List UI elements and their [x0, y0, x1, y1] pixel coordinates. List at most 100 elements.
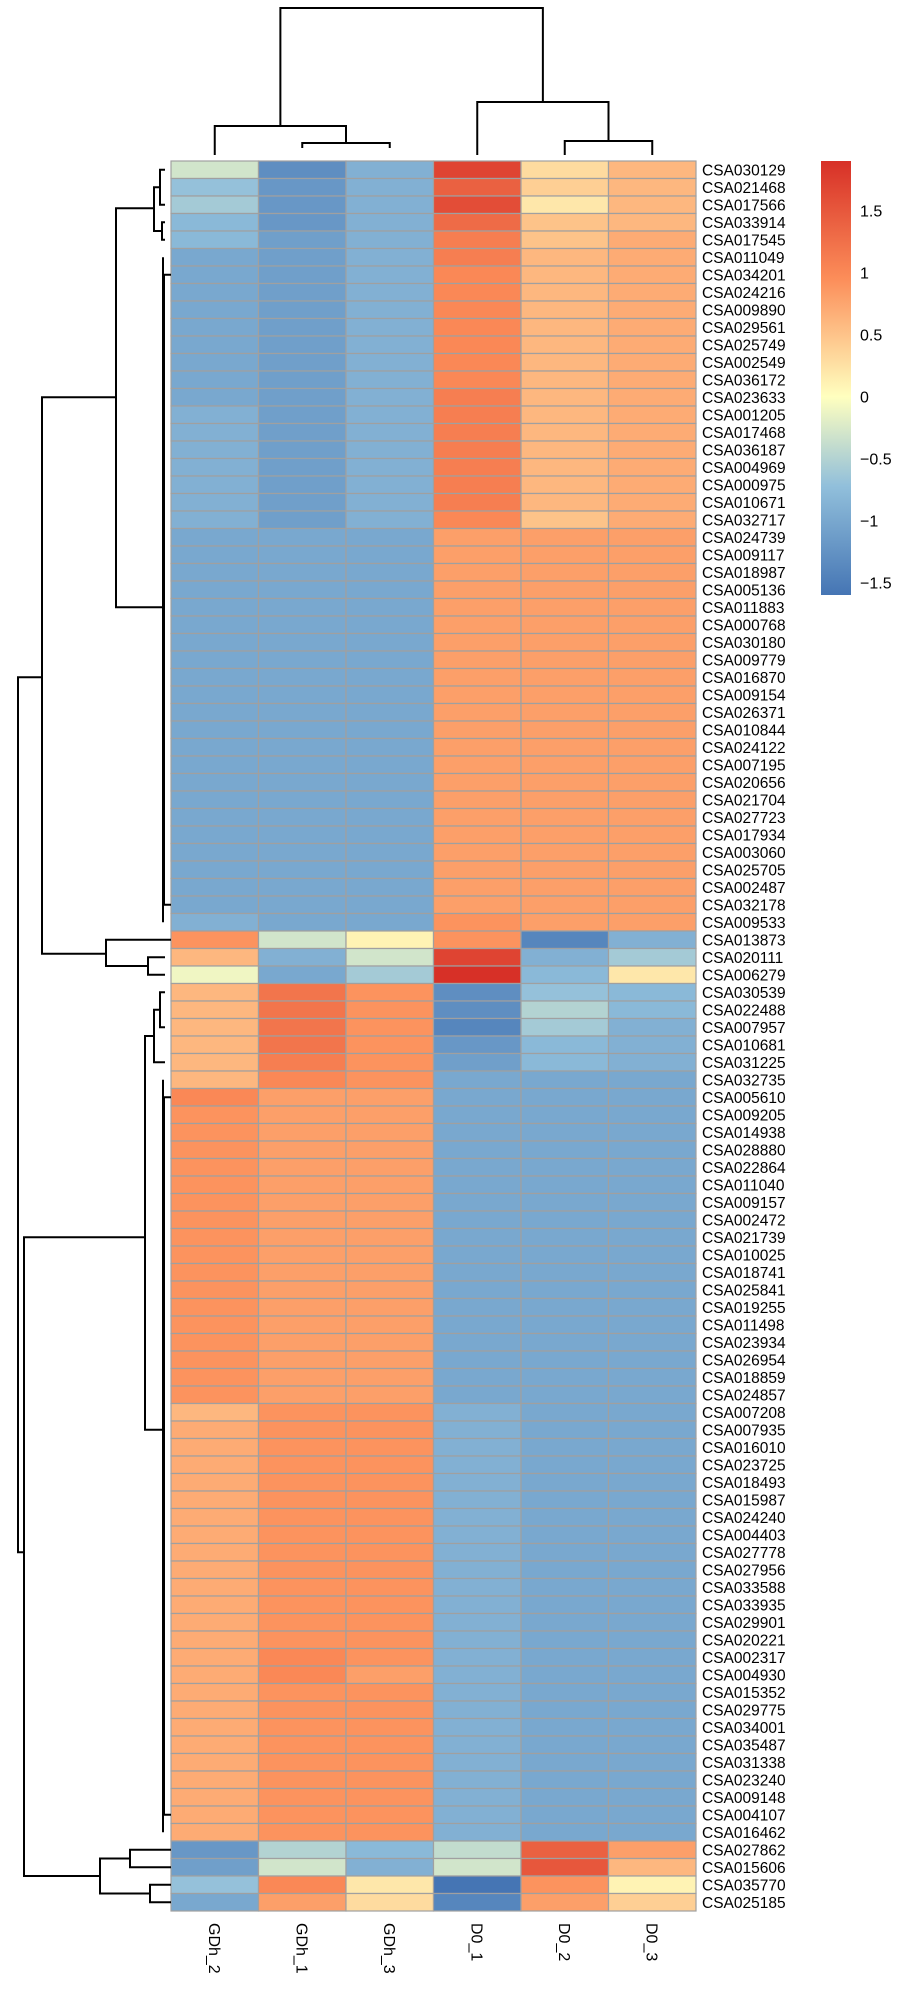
heatmap-cell — [170, 912, 260, 932]
heatmap-cell — [432, 440, 522, 460]
heatmap-cell — [432, 1070, 522, 1090]
heatmap-cell — [432, 1472, 522, 1492]
heatmap-cell — [170, 370, 260, 390]
heatmap-cell — [170, 300, 260, 320]
row-label: CSA020221 — [702, 1632, 786, 1649]
heatmap-cell — [520, 1752, 610, 1772]
heatmap-cell — [432, 1000, 522, 1020]
heatmap-cell — [520, 1385, 610, 1405]
heatmap-cell — [345, 545, 435, 565]
heatmap-cell — [345, 1542, 435, 1562]
heatmap-cell — [432, 720, 522, 740]
heatmap-cell — [345, 1525, 435, 1545]
heatmap-cell — [257, 912, 347, 932]
heatmap-cell — [345, 1385, 435, 1405]
heatmap-cell — [257, 1717, 347, 1737]
heatmap-cell — [607, 947, 697, 967]
heatmap-cell — [170, 597, 260, 617]
heatmap-cell — [170, 947, 260, 967]
heatmap-cell — [345, 1122, 435, 1142]
heatmap-cell — [257, 1875, 347, 1895]
heatmap-cell — [345, 1350, 435, 1370]
heatmap-cell — [345, 405, 435, 425]
heatmap-cell — [170, 1017, 260, 1037]
heatmap-cell — [345, 1105, 435, 1125]
heatmap-cell — [257, 1122, 347, 1142]
heatmap-cell — [520, 807, 610, 827]
heatmap-cell — [257, 1262, 347, 1282]
row-label: CSA035770 — [702, 1877, 786, 1894]
heatmap-cell — [257, 422, 347, 442]
heatmap-cell — [170, 1192, 260, 1212]
heatmap-cell — [607, 1857, 697, 1877]
heatmap-cell — [257, 177, 347, 197]
heatmap-cell — [170, 1367, 260, 1387]
row-label: CSA030129 — [702, 162, 786, 179]
heatmap-cell — [607, 352, 697, 372]
heatmap-cell — [345, 1875, 435, 1895]
heatmap-cell — [170, 1875, 260, 1895]
heatmap-cell — [607, 527, 697, 547]
heatmap-cell — [257, 965, 347, 985]
dendrogram-branch — [23, 1236, 145, 1877]
heatmap-cell — [170, 1070, 260, 1090]
heatmap-cell — [520, 457, 610, 477]
row-label: CSA032178 — [702, 897, 786, 914]
heatmap-cell — [257, 650, 347, 670]
heatmap-cell — [432, 317, 522, 337]
heatmap-cell — [345, 667, 435, 687]
heatmap-cell — [345, 1840, 435, 1860]
heatmap-cell — [345, 370, 435, 390]
row-label: CSA027723 — [702, 810, 786, 827]
heatmap-cell — [520, 632, 610, 652]
row-label: CSA016010 — [702, 1440, 786, 1457]
column-dendrogram — [213, 7, 654, 155]
heatmap-cell — [257, 1630, 347, 1650]
heatmap-cell — [170, 1787, 260, 1807]
heatmap-cell — [607, 492, 697, 512]
heatmap-cell — [520, 300, 610, 320]
heatmap-cell — [520, 1367, 610, 1387]
heatmap-cell — [257, 1315, 347, 1335]
heatmap-cell — [257, 1000, 347, 1020]
heatmap-cell — [345, 1157, 435, 1177]
heatmap-cell — [520, 545, 610, 565]
heatmap-cell — [432, 650, 522, 670]
heatmap-cell — [432, 615, 522, 635]
heatmap-cell — [607, 1507, 697, 1527]
heatmap-cell — [432, 737, 522, 757]
heatmap-cell — [432, 755, 522, 775]
heatmap-cell — [520, 265, 610, 285]
heatmap-cell — [520, 1717, 610, 1737]
row-label: CSA021468 — [702, 180, 786, 197]
row-label: CSA025841 — [702, 1282, 786, 1299]
heatmap-cell — [607, 1472, 697, 1492]
heatmap-cell — [345, 1297, 435, 1317]
heatmap-cell — [345, 1035, 435, 1055]
row-label: CSA010681 — [702, 1037, 786, 1054]
heatmap-cell — [257, 1280, 347, 1300]
row-label: CSA035487 — [702, 1737, 786, 1754]
heatmap-cell — [170, 580, 260, 600]
heatmap-cell — [170, 247, 260, 267]
heatmap-cell — [345, 877, 435, 897]
heatmap-cell — [345, 352, 435, 372]
heatmap-cell — [345, 1682, 435, 1702]
heatmap-cell — [170, 615, 260, 635]
heatmap-cell — [432, 1297, 522, 1317]
heatmap-cell — [607, 632, 697, 652]
heatmap-cell — [257, 1210, 347, 1230]
heatmap-cell — [345, 1647, 435, 1667]
heatmap-cell — [432, 1787, 522, 1807]
heatmap-cell — [432, 527, 522, 547]
heatmap-cell — [432, 457, 522, 477]
heatmap-cell — [170, 317, 260, 337]
row-label: CSA007957 — [702, 1020, 786, 1037]
dendrogram-branch — [161, 221, 165, 241]
heatmap-cell — [520, 1210, 610, 1230]
heatmap-cell — [520, 1437, 610, 1457]
heatmap-cell — [170, 1490, 260, 1510]
heatmap-cell — [170, 1122, 260, 1142]
heatmap-cell — [345, 1595, 435, 1615]
